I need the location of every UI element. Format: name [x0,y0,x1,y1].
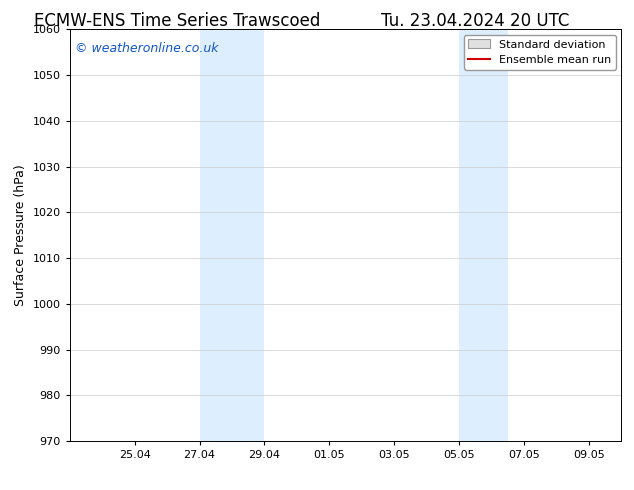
Text: Tu. 23.04.2024 20 UTC: Tu. 23.04.2024 20 UTC [381,12,570,30]
Legend: Standard deviation, Ensemble mean run: Standard deviation, Ensemble mean run [463,35,616,70]
Text: © weatheronline.co.uk: © weatheronline.co.uk [75,42,219,55]
Bar [200,29,264,441]
Text: ECMW-ENS Time Series Trawscoed: ECMW-ENS Time Series Trawscoed [34,12,321,30]
Bar [459,29,508,441]
Y-axis label: Surface Pressure (hPa): Surface Pressure (hPa) [14,164,27,306]
